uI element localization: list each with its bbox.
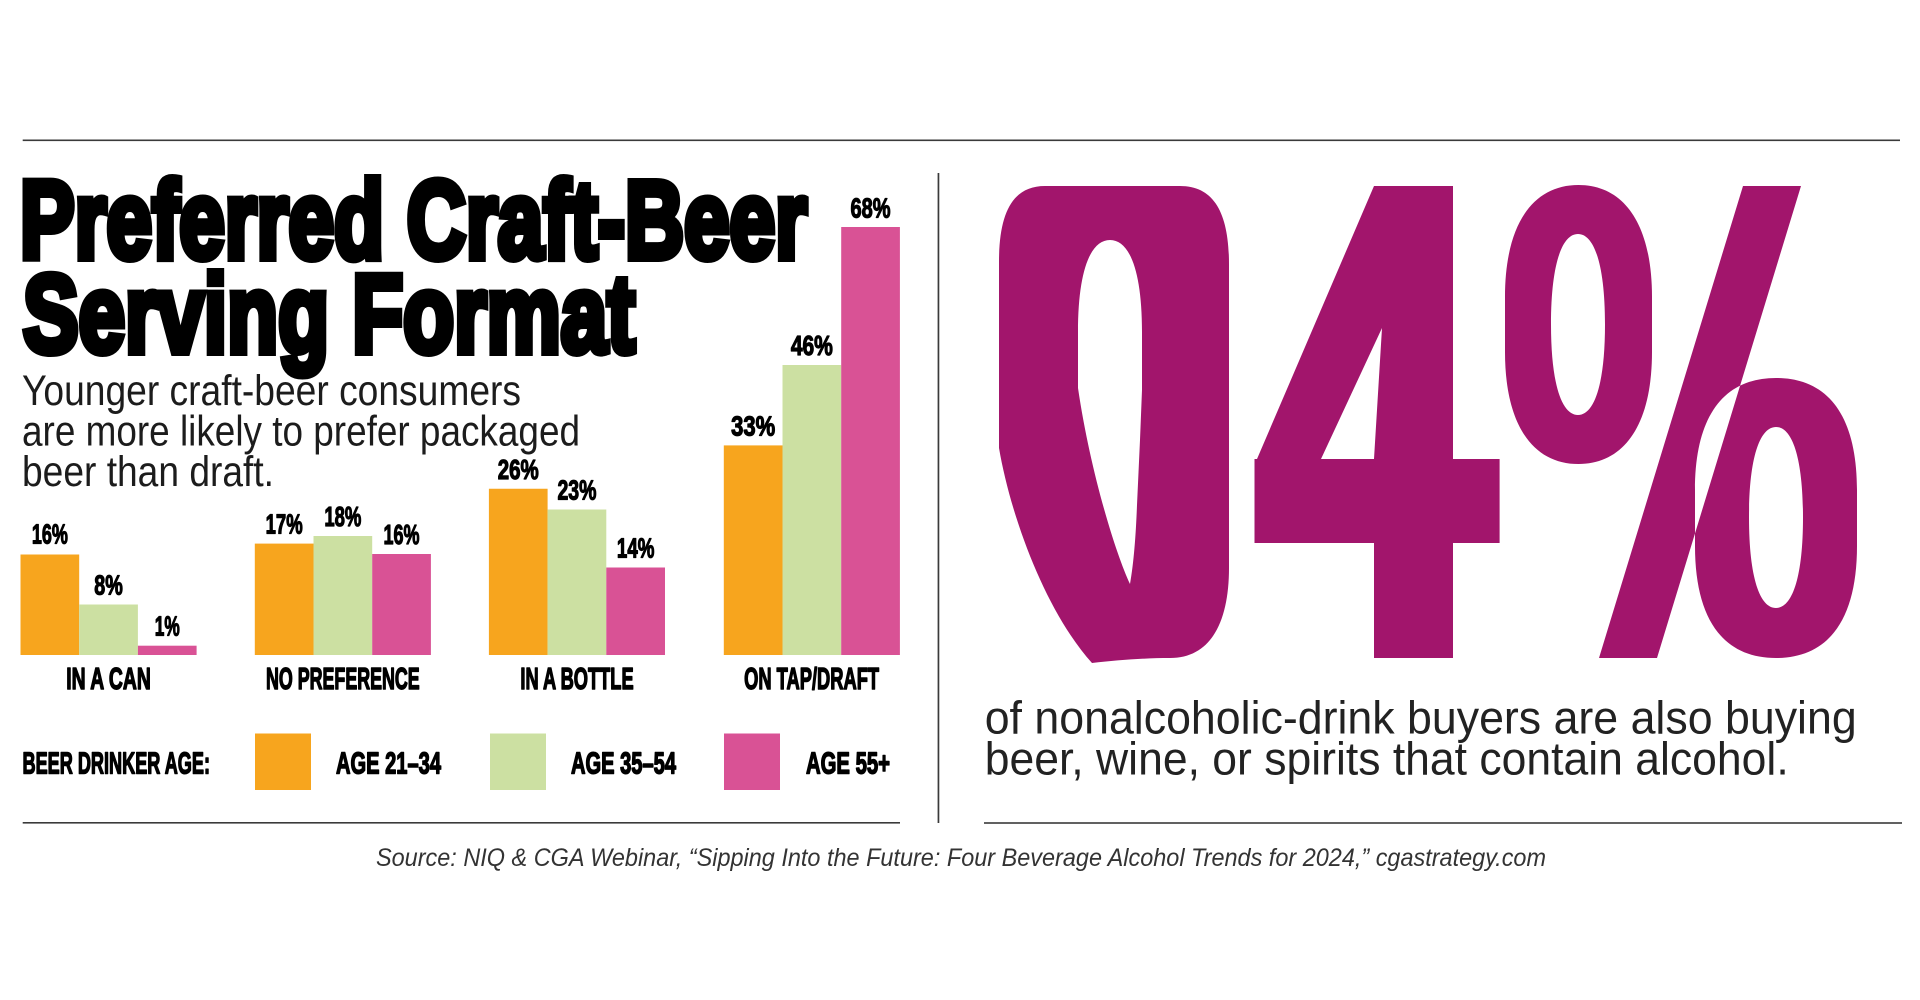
- svg-text:8%: 8%: [94, 570, 123, 601]
- svg-text:AGE 35–54: AGE 35–54: [571, 747, 676, 781]
- svg-text:IN A CAN: IN A CAN: [66, 662, 151, 696]
- svg-text:ON TAP/DRAFT: ON TAP/DRAFT: [744, 662, 879, 696]
- svg-text:46%: 46%: [791, 330, 833, 361]
- svg-text:IN A BOTTLE: IN A BOTTLE: [520, 662, 633, 696]
- svg-text:Preferred Craft-Beer: Preferred Craft-Beer: [20, 159, 807, 282]
- svg-text:26%: 26%: [498, 454, 539, 485]
- svg-text:BEER DRINKER AGE:: BEER DRINKER AGE:: [23, 747, 211, 781]
- svg-text:beer than draft.: beer than draft.: [22, 449, 274, 496]
- svg-text:23%: 23%: [557, 475, 596, 506]
- svg-text:are more likely to prefer pack: are more likely to prefer packaged: [22, 408, 580, 455]
- svg-text:NO PREFERENCE: NO PREFERENCE: [266, 662, 420, 696]
- svg-text:18%: 18%: [324, 501, 361, 532]
- svg-text:1%: 1%: [155, 611, 180, 642]
- svg-text:14%: 14%: [617, 533, 655, 564]
- svg-text:beer, wine, or spirits that co: beer, wine, or spirits that contain alco…: [985, 732, 1789, 784]
- svg-text:68%: 68%: [851, 193, 891, 224]
- svg-text:Younger craft-beer consumers: Younger craft-beer consumers: [22, 368, 521, 415]
- svg-text:33%: 33%: [731, 410, 775, 441]
- svg-text:17%: 17%: [266, 509, 303, 540]
- svg-text:16%: 16%: [32, 519, 68, 550]
- svg-text:16%: 16%: [384, 519, 420, 550]
- svg-text:Serving Format: Serving Format: [23, 253, 635, 376]
- svg-text:AGE 21–34: AGE 21–34: [336, 747, 441, 781]
- svg-text:Source: NIQ & CGA Webinar, “Si: Source: NIQ & CGA Webinar, “Sipping Into…: [376, 844, 1546, 872]
- svg-text:of nonalcoholic-drink buyers a: of nonalcoholic-drink buyers are also bu…: [985, 692, 1857, 744]
- svg-text:AGE 55+: AGE 55+: [806, 747, 890, 781]
